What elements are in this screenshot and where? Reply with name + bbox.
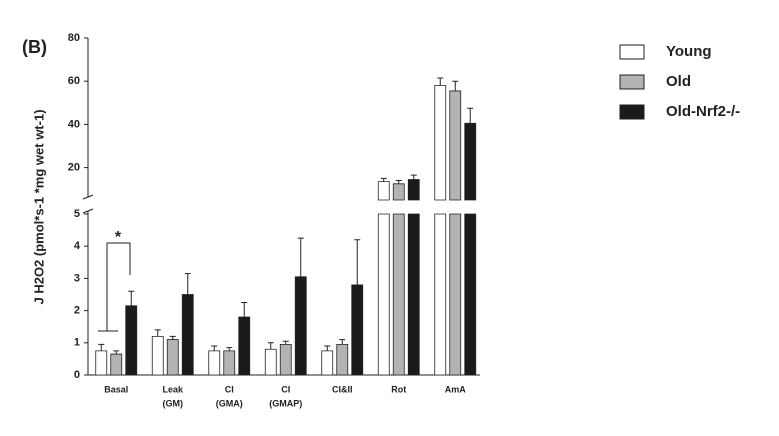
error-bar (226, 347, 233, 351)
error-bar (324, 345, 331, 351)
error-bar (452, 80, 459, 91)
error-bar (184, 273, 191, 295)
error-bar (380, 177, 387, 182)
legend-label: Old (666, 73, 691, 90)
error-bar (241, 302, 248, 318)
error-bar (410, 174, 417, 180)
bar (125, 305, 138, 376)
bar (151, 335, 164, 376)
x-tick-label: (GM) (163, 398, 184, 408)
bar (223, 350, 236, 376)
y-tick-label: 40 (68, 118, 80, 130)
bar (95, 350, 108, 376)
error-bar (297, 237, 304, 277)
bar (238, 316, 251, 376)
error-bar (437, 77, 444, 86)
bar (166, 339, 179, 376)
significance-star: * (115, 229, 122, 246)
bar (181, 294, 194, 376)
legend-swatch (619, 44, 645, 60)
y-tick-label: 5 (74, 208, 80, 220)
error-bar (128, 290, 135, 306)
x-tick-label: Basal (104, 384, 128, 394)
bar (464, 122, 477, 376)
y-tick-label: 80 (68, 32, 80, 44)
significance-bracket (98, 242, 131, 332)
y-tick-label: 20 (68, 162, 80, 174)
bar (264, 348, 277, 376)
x-tick-label: (GMA) (216, 398, 243, 408)
x-tick-label: CI&II (332, 384, 353, 394)
bar (110, 353, 123, 376)
error-bar (282, 340, 289, 345)
bar (336, 344, 349, 376)
legend-label: Young (666, 43, 712, 60)
y-tick-label: 3 (74, 272, 80, 284)
bar (321, 350, 334, 376)
bar (434, 85, 447, 376)
bar (449, 90, 462, 376)
error-bar (98, 343, 105, 351)
bar (392, 183, 405, 376)
error-bar (154, 329, 161, 337)
legend-swatch (619, 74, 645, 90)
legend-swatch (619, 104, 645, 120)
error-bar (339, 339, 346, 345)
bar (407, 179, 420, 376)
axis-line (87, 38, 480, 376)
y-tick-label: 4 (74, 240, 81, 252)
error-bar (169, 335, 176, 340)
x-tick-label: Leak (162, 384, 184, 394)
y-axis-label: J H2O2 (pmol*s-1 *mg wet wt-1) (31, 109, 46, 304)
x-tick-label: CI (225, 384, 234, 394)
error-bar (395, 180, 402, 184)
bar (377, 181, 390, 376)
bar (208, 350, 221, 376)
y-tick-label: 1 (74, 337, 80, 349)
y-tick-label: 0 (74, 369, 80, 381)
panel-label: (B) (22, 37, 47, 57)
y-tick-label: 2 (74, 305, 80, 317)
x-tick-label: Rot (391, 384, 406, 394)
error-bar (467, 107, 474, 124)
legend-label: Old-Nrf2-/- (666, 103, 740, 120)
error-bar (211, 345, 218, 351)
x-tick-label: CI (281, 384, 290, 394)
x-tick-label: AmA (445, 384, 467, 394)
bar (294, 276, 307, 376)
bar (279, 344, 292, 376)
x-tick-label: (GMAP) (269, 398, 302, 408)
error-bar (267, 342, 274, 350)
axis-break (82, 194, 94, 214)
error-bar (354, 239, 361, 285)
error-bar (113, 350, 120, 355)
y-tick-label: 60 (68, 75, 80, 87)
bar (351, 284, 364, 376)
